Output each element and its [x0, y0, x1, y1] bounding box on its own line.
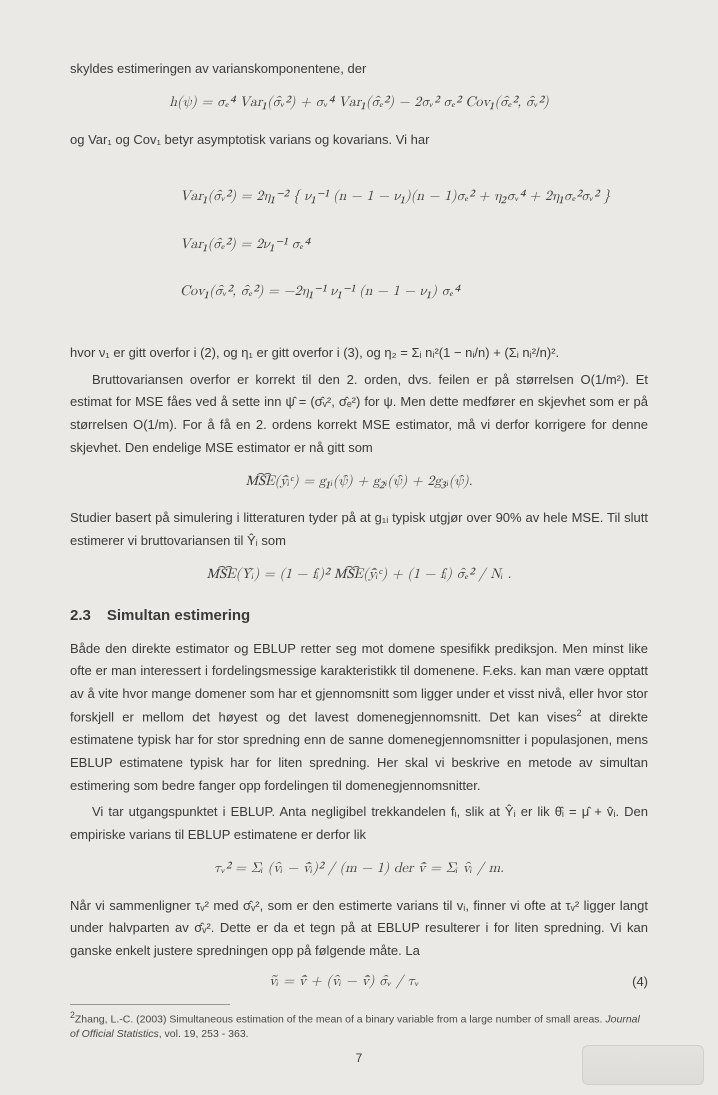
equation-var-block: Var₁(σ̂ᵥ²) = 2η₁⁻² { ν₁⁻¹ (n − 1 − ν₁)(n…	[70, 161, 648, 328]
footnote: 2Zhang, L.-C. (2003) Simultaneous estima…	[70, 1009, 648, 1042]
paragraph-intro: skyldes estimeringen av varianskomponent…	[70, 58, 648, 81]
paragraph-var-cov-intro: og Var₁ og Cov₁ betyr asymptotisk varian…	[70, 129, 648, 152]
paragraph-studies: Studier basert på simulering i litteratu…	[70, 507, 648, 553]
page: skyldes estimeringen av varianskomponent…	[0, 0, 718, 1095]
text-run: Både den direkte estimator og EBLUP rett…	[70, 641, 648, 725]
paragraph-compare-tau: Når vi sammenligner τᵥ² med σ̂ᵥ², som er…	[70, 895, 648, 963]
paragraph-eblup-start: Vi tar utgangspunktet i EBLUP. Anta negl…	[70, 801, 648, 847]
section-heading: 2.3 Simultan estimering	[70, 607, 648, 624]
equation-var-sigma-v: Var₁(σ̂ᵥ²) = 2η₁⁻² { ν₁⁻¹ (n − 1 − ν₁)(n…	[180, 185, 648, 209]
footnote-text-a: Zhang, L.-C. (2003) Simultaneous estimat…	[75, 1013, 606, 1025]
paragraph-simultan-1: Både den direkte estimator og EBLUP rett…	[70, 638, 648, 798]
equation-var-sigma-e: Var₁(σ̂ₑ²) = 2ν₁⁻¹ σₑ⁴	[180, 233, 648, 257]
equation-tau: τᵥ² = Σᵢ (v̂ᵢ − v̄̂ᵢ)² / (m − 1) der v̄̂…	[70, 857, 648, 881]
section-number: 2.3	[70, 607, 91, 624]
equation-adjusted-v: ṽᵢ = v̄̂ + (v̂ᵢ − v̄̂) σ̂ᵥ / τᵥ	[70, 973, 618, 990]
paragraph-nu-eta: hvor ν₁ er gitt overfor i (2), og η₁ er …	[70, 342, 648, 365]
equation-adjusted-v-row: ṽᵢ = v̄̂ + (v̂ᵢ − v̄̂) σ̂ᵥ / τᵥ (4)	[70, 973, 648, 990]
equation-h-psi: h(ψ) = σₑ⁴ Var₁(σ̂ᵥ²) + σᵥ⁴ Var₁(σ̂ₑ²) −…	[70, 91, 648, 115]
footnote-rule	[70, 1004, 230, 1005]
scanner-artifact	[582, 1045, 704, 1085]
section-title: Simultan estimering	[107, 607, 250, 624]
equation-mse-y: M͡S͡E(Ŷᵢ) = (1 − fᵢ)² M͡S͡E(ȳ̂ᵢᶜ) + (1 −…	[70, 563, 648, 587]
footnote-text-b: , vol. 19, 253 - 363.	[159, 1028, 249, 1040]
paragraph-bruttovarians: Bruttovariansen overfor er korrekt til d…	[70, 369, 648, 460]
equation-mse-hat: M͡S͡E(ȳ̂ᵢᶜ) = g₁ᵢ(ψ̂) + g₂ᵢ(ψ̂) + 2g₃ᵢ(ψ…	[70, 470, 648, 494]
equation-number: (4)	[618, 974, 648, 989]
equation-cov: Cov₁(σ̂ᵥ², σ̂ₑ²) = −2η₁⁻¹ ν₁⁻¹ (n − 1 − …	[180, 280, 648, 304]
